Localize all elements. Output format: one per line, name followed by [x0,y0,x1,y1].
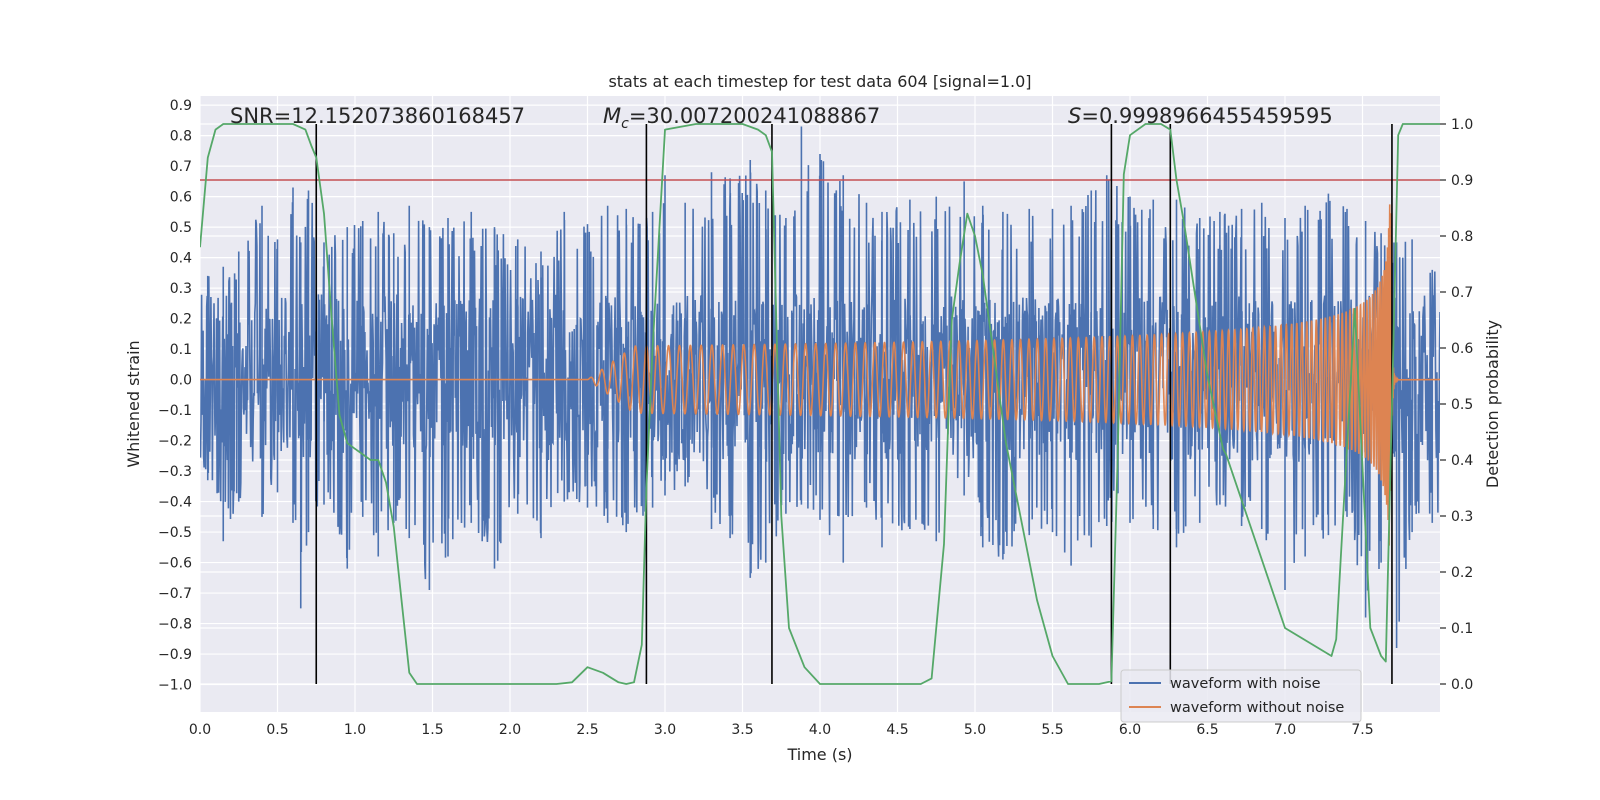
legend-label-chirp: waveform without noise [1170,700,1344,716]
y-tick-label: −0.6 [158,556,192,572]
y-tick-label: −0.8 [158,617,192,633]
legend: waveform with noise waveform without noi… [1120,669,1362,723]
legend-box [1120,669,1362,723]
chart-title: stats at each timestep for test data 604… [608,72,1031,91]
y2-tick-label: 0.4 [1451,453,1473,469]
y-tick-label: −1.0 [158,678,192,694]
chirp-mass-annotation: Mc=30.007200241088867 [603,104,880,132]
y-tick-label: 0.4 [170,251,192,267]
y-tick-label: 0.9 [170,98,192,114]
x-tick-label: 1.5 [421,722,443,738]
y-tick-label: −0.9 [158,647,192,663]
y-tick-label: −0.1 [158,403,192,419]
y2-tick-label: 0.8 [1451,229,1473,245]
plot-area [200,123,1440,685]
y2-tick-label: 0.2 [1451,565,1473,581]
y-tick-label: 0.6 [170,190,192,206]
y2-axis-title: Detection probability [1483,320,1502,488]
annotations: SNR=12.152073860168457 Mc=30.00720024108… [230,104,1333,132]
y-tick-label: 0.5 [170,220,192,236]
x-tick-label: 1.0 [344,722,366,738]
y2-tick-label: 0.0 [1451,677,1473,693]
x-tick-label: 5.0 [964,722,986,738]
x-tick-label: 3.0 [654,722,676,738]
x-tick-label: 7.0 [1274,722,1296,738]
x-tick-label: 6.0 [1119,722,1141,738]
x-tick-label: 4.0 [809,722,831,738]
series-detection-probability [200,123,1440,685]
legend-label-noise: waveform with noise [1170,676,1321,692]
y-tick-label: −0.3 [158,464,192,480]
y-tick-label: 0.8 [170,129,192,145]
y2-tick-label: 0.5 [1451,397,1473,413]
y-tick-label: 0.7 [170,159,192,175]
x-tick-label: 6.5 [1196,722,1218,738]
y-tick-label: 0.1 [170,342,192,358]
y2-tick-label: 0.9 [1451,173,1473,189]
y2-tick-label: 0.6 [1451,341,1473,357]
x-tick-label: 2.5 [576,722,598,738]
y-axis-title: Whitened strain [124,340,143,467]
y2-tick-label: 0.1 [1451,621,1473,637]
y2-tick-label: 0.3 [1451,509,1473,525]
y2-tick-label: 1.0 [1451,117,1473,133]
chirp-mass-symbol: M [603,104,621,128]
s-annotation: S=0.9998966455459595 [1068,104,1333,128]
x-tick-label: 3.5 [731,722,753,738]
chirp-mass-subscript: c [621,116,629,132]
y-tick-label: −0.4 [158,495,192,511]
chirp-mass-value: =30.007200241088867 [629,104,880,128]
series-clean-waveform [200,204,1440,546]
s-value: =0.9998966455459595 [1081,104,1332,128]
y-tick-label: −0.7 [158,586,192,602]
y-tick-label: −0.5 [158,525,192,541]
y-tick-label: −0.2 [158,434,192,450]
x-axis-title: Time (s) [786,745,852,764]
y-tick-label: 0.3 [170,281,192,297]
x-tick-label: 5.5 [1041,722,1063,738]
x-tick-label: 0.5 [266,722,288,738]
x-tick-label: 4.5 [886,722,908,738]
x-tick-label: 2.0 [499,722,521,738]
axes: 0.0 0.5 1.0 1.5 2.0 2.5 3.0 3.5 4.0 4.5 5.0 5.5 6.0 6… [158,98,1473,738]
y-tick-label: 0.0 [170,373,192,389]
x-tick-label: 0.0 [189,722,211,738]
s-symbol: S [1068,104,1081,128]
y-tick-label: 0.2 [170,312,192,328]
x-tick-label: 7.5 [1351,722,1373,738]
snr-annotation: SNR=12.152073860168457 [230,104,525,128]
y2-tick-label: 0.7 [1451,285,1473,301]
